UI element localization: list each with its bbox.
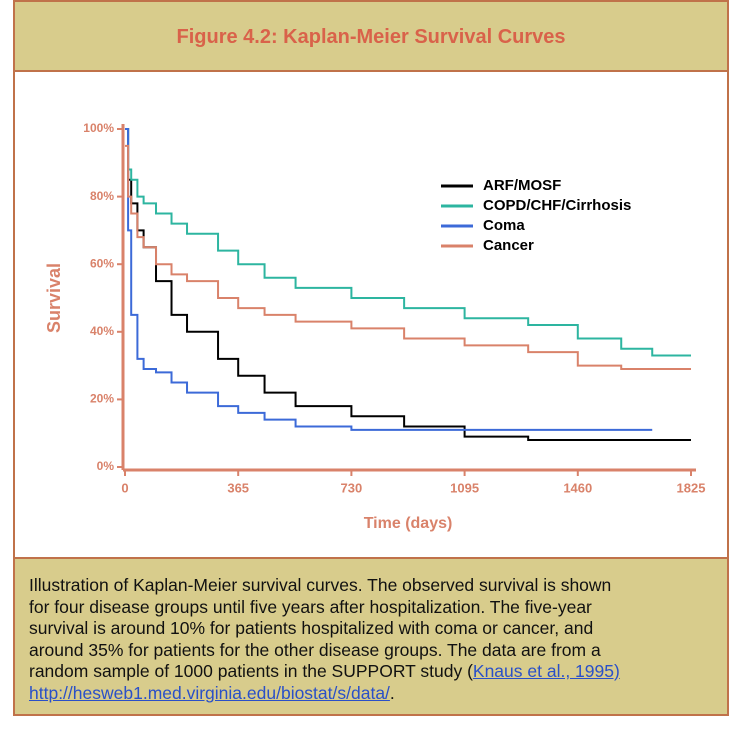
- caption-line: survival is around 10% for patients hosp…: [29, 618, 594, 638]
- x-tick-label: 365: [227, 480, 249, 495]
- legend-label: Cancer: [483, 237, 534, 254]
- legend-label: Coma: [483, 217, 525, 234]
- x-axis-title: Time (days): [364, 515, 453, 532]
- y-tick-label: 80%: [90, 189, 114, 203]
- caption-text: random sample of 1000 patients in the SU…: [29, 661, 473, 681]
- survival-curve: [125, 128, 691, 357]
- survival-curve: [125, 128, 653, 431]
- survival-curve: [125, 144, 691, 370]
- x-tick-label: 1825: [677, 480, 706, 495]
- caption-line: http://hesweb1.med.virginia.edu/biostat/…: [29, 683, 727, 705]
- legend-box: [430, 173, 687, 263]
- url-link[interactable]: http://hesweb1.med.virginia.edu/biostat/…: [29, 682, 390, 703]
- x-tick-label: 1095: [450, 480, 479, 495]
- caption-text: .: [389, 682, 395, 703]
- y-tick-label: 60%: [90, 256, 114, 270]
- caption-line: random sample of 1000 patients in the SU…: [29, 661, 727, 683]
- x-tick-label: 1460: [563, 480, 592, 495]
- legend-label: ARF/MOSF: [483, 177, 561, 194]
- y-tick-label: 20%: [90, 392, 114, 406]
- x-tick-label: 730: [341, 480, 363, 495]
- x-tick-label: 0: [121, 480, 128, 495]
- citation-link[interactable]: Knaus et al., 1995): [472, 661, 620, 681]
- figure-title: Figure 4.2: Kaplan-Meier Survival Curves: [15, 2, 727, 72]
- chart: 0% 20% 40% 60% 80% 100% 0 365 730 1095 1460 1825 Tim…: [44, 121, 706, 532]
- caption-line: around 35% for patients for the other di…: [29, 639, 601, 660]
- y-tick-label: 0%: [97, 459, 115, 473]
- y-tick-label: 100%: [83, 121, 114, 135]
- figure: Figure 4.2: Kaplan-Meier Survival Curves…: [13, 0, 729, 716]
- caption-line: for four disease groups until five years…: [29, 596, 592, 617]
- y-tick-label: 40%: [90, 324, 114, 338]
- y-axis-title: Survival: [44, 263, 64, 333]
- legend-label: COPD/CHF/Cirrhosis: [483, 197, 631, 214]
- caption: Illustration of Kaplan-Meier survival cu…: [15, 557, 727, 714]
- caption-line: Illustration of Kaplan-Meier survival cu…: [29, 575, 612, 595]
